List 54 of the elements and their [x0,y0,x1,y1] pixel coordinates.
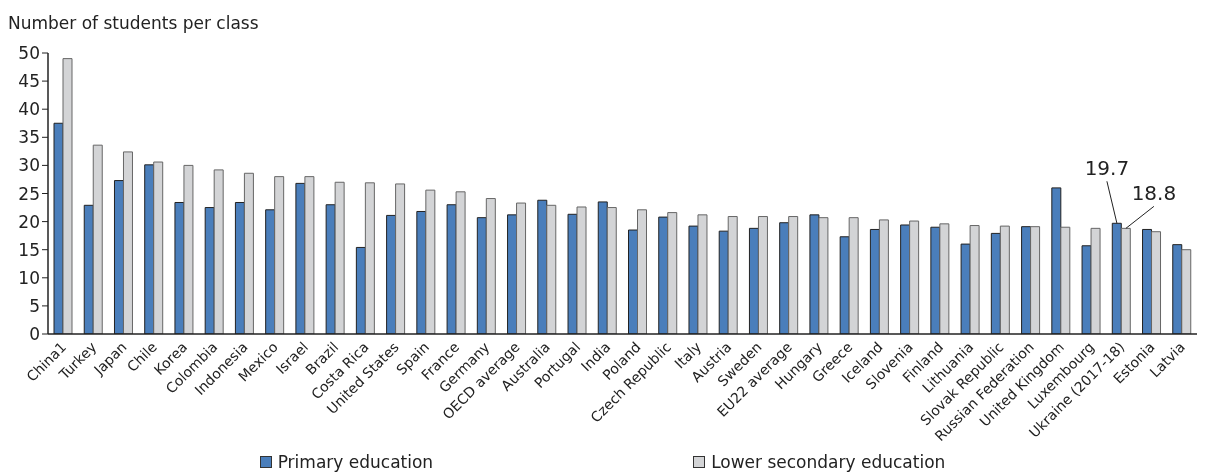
bar [122,151,133,334]
bar [546,204,557,334]
bar [727,216,738,334]
y-axis-title: Number of students per class [8,12,260,35]
y-tick-label: 0 [29,324,40,345]
y-tick-label: 15 [18,239,40,260]
y-tick-label: 30 [18,155,40,176]
bar [395,183,406,334]
bar [455,191,466,334]
bar [757,216,768,334]
annotation: 18.8 [1131,181,1177,206]
bar [939,223,950,334]
bar [848,217,859,334]
y-tick-label: 20 [18,211,40,232]
bar [999,225,1010,334]
bar [62,58,73,334]
bar [304,176,315,334]
bar [485,198,496,334]
bar [1060,226,1071,334]
bar [788,216,799,334]
y-tick-label: 40 [18,99,40,120]
bar [1181,249,1192,334]
bar [667,212,678,334]
bar [969,225,980,334]
y-tick-label: 5 [29,295,40,316]
bar [153,161,164,334]
y-tick-label: 10 [18,267,40,288]
bar [183,164,194,334]
bar [1120,227,1131,334]
bar [364,182,375,334]
bar [1030,226,1041,334]
bar [1151,231,1162,334]
y-tick-label: 25 [18,183,40,204]
bar [92,144,103,334]
bar [516,202,527,334]
bar [697,214,708,334]
bar [243,172,254,334]
bar [818,217,829,334]
legend-label: Lower secondary education [711,452,946,472]
bar [334,181,345,334]
bar [576,206,587,334]
bar [213,169,224,334]
legend-label: Primary education [277,452,434,472]
bar [909,220,920,334]
bar [1090,227,1101,334]
bar [637,209,647,334]
y-tick-label: 35 [18,127,40,148]
bar [425,189,436,334]
bar [606,207,617,334]
y-tick-label: 45 [18,71,40,92]
bar [274,176,285,334]
y-tick-label: 50 [18,43,40,64]
annotation: 19.7 [1084,156,1130,181]
bar [878,219,889,334]
